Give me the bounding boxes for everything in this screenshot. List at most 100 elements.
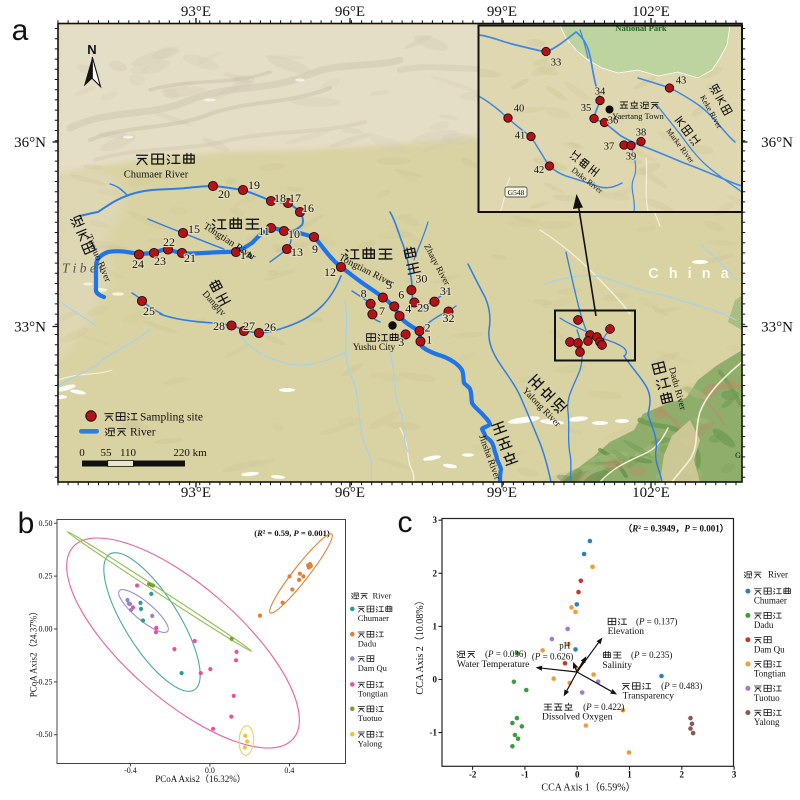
svg-text:15: 15 (188, 222, 200, 236)
svg-text:14: 14 (240, 248, 252, 262)
svg-text:Chumaer: Chumaer (358, 613, 389, 623)
svg-text:G548: G548 (508, 188, 525, 197)
svg-text:1: 1 (426, 333, 432, 347)
svg-text:29: 29 (417, 301, 429, 315)
svg-text:32: 32 (443, 311, 455, 325)
svg-text:Yalong: Yalong (754, 717, 780, 727)
svg-text:Tuotuo: Tuotuo (754, 693, 780, 703)
svg-text:-1: -1 (430, 728, 438, 738)
svg-text:0.00: 0.00 (39, 625, 53, 634)
svg-text:38: 38 (636, 128, 647, 139)
svg-text:Tongtian: Tongtian (754, 669, 786, 679)
svg-text:0.4: 0.4 (284, 766, 294, 775)
svg-text:3: 3 (398, 335, 404, 349)
svg-text:Dam Qu: Dam Qu (754, 644, 785, 654)
svg-text:Yalong: Yalong (358, 739, 383, 749)
svg-text:-0.4: -0.4 (124, 766, 137, 775)
svg-text:13: 13 (291, 245, 303, 259)
svg-text:12: 12 (324, 265, 336, 279)
svg-text:27: 27 (243, 319, 255, 333)
svg-text:24: 24 (132, 257, 144, 271)
svg-text:PCoA Axis2（24.37%）: PCoA Axis2（24.37%） (29, 607, 39, 698)
svg-text:110: 110 (120, 447, 137, 459)
svg-text:33°N: 33°N (761, 320, 793, 336)
svg-text:7: 7 (379, 304, 385, 318)
svg-text:PCoA Axis2（16.32%）: PCoA Axis2（16.32%） (155, 774, 246, 784)
svg-text:CCA Axis 2（10.08%）: CCA Axis 2（10.08%） (414, 595, 426, 694)
svg-text:102°E: 102°E (632, 4, 670, 20)
svg-text:Elevation: Elevation (608, 627, 645, 637)
svg-text:2: 2 (680, 770, 685, 780)
svg-text:River: River (768, 570, 788, 580)
svg-text:Transparency: Transparency (623, 692, 675, 702)
svg-text:41: 41 (515, 131, 526, 142)
svg-text:(P = 0.036): (P = 0.036) (485, 649, 526, 659)
svg-text:Dadu: Dadu (754, 620, 774, 630)
svg-text:34: 34 (595, 87, 606, 98)
svg-text:(P = 0.137): (P = 0.137) (636, 617, 677, 627)
svg-text:22: 22 (163, 235, 175, 249)
svg-text:CCA Axis 1（6.59%）: CCA Axis 1（6.59%） (541, 782, 635, 794)
svg-text:a: a (12, 14, 29, 47)
svg-text:43: 43 (676, 76, 687, 87)
svg-text:Yushu City: Yushu City (353, 343, 396, 353)
svg-text:33°N: 33°N (14, 320, 46, 336)
svg-text:c: c (398, 506, 413, 539)
svg-text:G: G (735, 451, 741, 460)
svg-text:4: 4 (405, 302, 411, 316)
svg-text:0: 0 (433, 675, 438, 685)
svg-text:40: 40 (514, 104, 525, 115)
svg-text:33: 33 (551, 58, 562, 69)
svg-text:-1: -1 (521, 770, 529, 780)
svg-text:(P = 0.483): (P = 0.483) (661, 681, 702, 691)
svg-text:39: 39 (626, 152, 637, 163)
svg-text:31: 31 (440, 284, 452, 298)
svg-text:25: 25 (143, 304, 155, 318)
svg-text:8: 8 (361, 286, 367, 300)
svg-text:-2: -2 (469, 770, 477, 780)
svg-text:6: 6 (398, 288, 404, 302)
svg-text:0: 0 (575, 770, 580, 780)
svg-text:(P = 0.422): (P = 0.422) (583, 702, 624, 712)
svg-text:16: 16 (302, 201, 314, 215)
svg-text:(R² = 0.59, P = 0.001): (R² = 0.59, P = 0.001) (254, 528, 330, 538)
svg-text:(P = 0.626): (P = 0.626) (532, 652, 573, 662)
svg-text:0.25: 0.25 (39, 572, 53, 581)
svg-text:Chumaer: Chumaer (754, 596, 787, 606)
svg-text:96°E: 96°E (335, 4, 365, 20)
svg-text:Water Temperature: Water Temperature (457, 660, 530, 670)
svg-text:3: 3 (433, 515, 438, 525)
svg-text:17: 17 (289, 191, 301, 205)
svg-text:1: 1 (433, 621, 438, 631)
svg-text:35: 35 (581, 103, 592, 114)
svg-text:2: 2 (425, 320, 431, 334)
svg-text:Chumaer River: Chumaer River (124, 170, 189, 181)
svg-text:Dissolved Oxygen: Dissolved Oxygen (542, 713, 613, 723)
svg-text:28: 28 (213, 319, 225, 333)
svg-text:96°E: 96°E (335, 485, 365, 501)
svg-text:2: 2 (433, 568, 438, 578)
svg-text:T i b e t: T i b e t (62, 261, 104, 276)
svg-text:pH: pH (559, 641, 571, 651)
svg-text:99°E: 99°E (487, 485, 517, 501)
svg-text:Sampling site: Sampling site (140, 412, 203, 424)
svg-text:Tongtian: Tongtian (358, 689, 389, 699)
svg-text:0.50: 0.50 (39, 519, 53, 528)
svg-text:220 km: 220 km (173, 447, 207, 459)
svg-text:36°N: 36°N (761, 135, 793, 151)
svg-text:30: 30 (415, 271, 427, 285)
svg-text:Tuotuo: Tuotuo (358, 713, 382, 723)
svg-text:Yaertang Town: Yaertang Town (612, 111, 664, 121)
svg-text:36°N: 36°N (14, 135, 46, 151)
svg-text:Dam Qu: Dam Qu (358, 663, 388, 673)
svg-text:(P = 0.235): (P = 0.235) (631, 650, 672, 660)
svg-text:26: 26 (264, 320, 276, 334)
svg-text:55: 55 (101, 447, 113, 459)
svg-text:（R² = 0.3949，P = 0.001）: （R² = 0.3949，P = 0.001） (623, 524, 729, 534)
svg-text:18: 18 (274, 191, 286, 205)
svg-text:42: 42 (534, 165, 545, 176)
svg-text:21: 21 (184, 251, 196, 265)
svg-text:3: 3 (732, 770, 737, 780)
svg-text:99°E: 99°E (487, 4, 517, 20)
svg-text:Salinity: Salinity (602, 661, 632, 671)
